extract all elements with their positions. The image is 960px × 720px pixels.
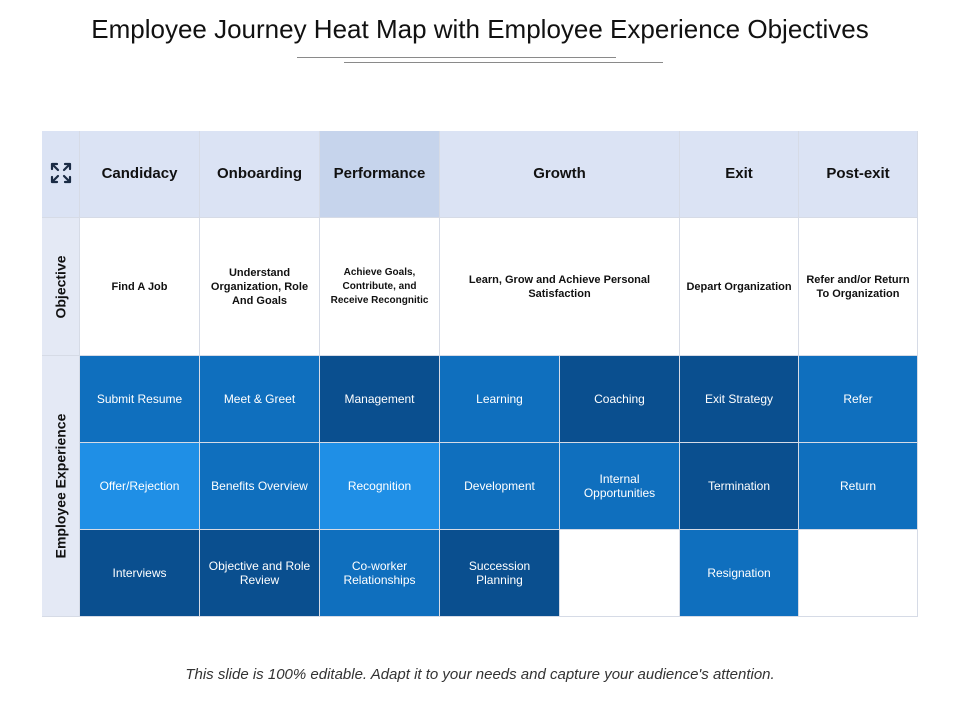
- experience-cell: Interviews: [80, 530, 200, 617]
- experience-cell: Succession Planning: [440, 530, 560, 617]
- header-exit: Exit: [680, 131, 799, 218]
- header-performance: Performance: [320, 131, 440, 218]
- experience-cell-empty: [799, 530, 918, 617]
- objective-onboarding: Understand Organization, Role And Goals: [200, 218, 320, 356]
- header-onboarding: Onboarding: [200, 131, 320, 218]
- experience-cell: Refer: [799, 356, 918, 443]
- slide-title: Employee Journey Heat Map with Employee …: [91, 14, 869, 44]
- editable-note: This slide is 100% editable. Adapt it to…: [185, 666, 775, 683]
- objective-post-exit: Refer and/or Return To Organization: [799, 218, 918, 356]
- experience-cell-empty: [560, 530, 680, 617]
- experience-cell: Offer/Rejection: [80, 443, 200, 530]
- experience-cell: Resignation: [680, 530, 799, 617]
- experience-cell: Meet & Greet: [200, 356, 320, 443]
- experience-cell: Exit Strategy: [680, 356, 799, 443]
- objective-candidacy: Find A Job: [80, 218, 200, 356]
- expand-arrows-icon[interactable]: [49, 161, 73, 188]
- header-candidacy: Candidacy: [80, 131, 200, 218]
- experience-cell: Objective and Role Review: [200, 530, 320, 617]
- row-label-objective: Objective: [42, 218, 80, 356]
- objective-growth: Learn, Grow and Achieve Personal Satisfa…: [440, 218, 680, 356]
- experience-cell: Co-worker Relationships: [320, 530, 440, 617]
- header-post-exit: Post-exit: [799, 131, 918, 218]
- experience-cell: Recognition: [320, 443, 440, 530]
- objective-performance: Achieve Goals, Contribute, and Receive R…: [320, 218, 440, 356]
- title-underline-top: [297, 57, 616, 58]
- experience-cell: Development: [440, 443, 560, 530]
- header-growth: Growth: [440, 131, 680, 218]
- experience-cell: Internal Opportunities: [560, 443, 680, 530]
- experience-cell: Management: [320, 356, 440, 443]
- experience-cell: Return: [799, 443, 918, 530]
- objective-exit: Depart Organization: [680, 218, 799, 356]
- corner-cell: [42, 131, 80, 218]
- experience-cell: Termination: [680, 443, 799, 530]
- experience-cell: Coaching: [560, 356, 680, 443]
- experience-cell: Benefits Overview: [200, 443, 320, 530]
- experience-cell: Submit Resume: [80, 356, 200, 443]
- title-underline-bottom: [344, 62, 663, 63]
- experience-cell: Learning: [440, 356, 560, 443]
- row-label-employee-experience: Employee Experience: [42, 356, 80, 617]
